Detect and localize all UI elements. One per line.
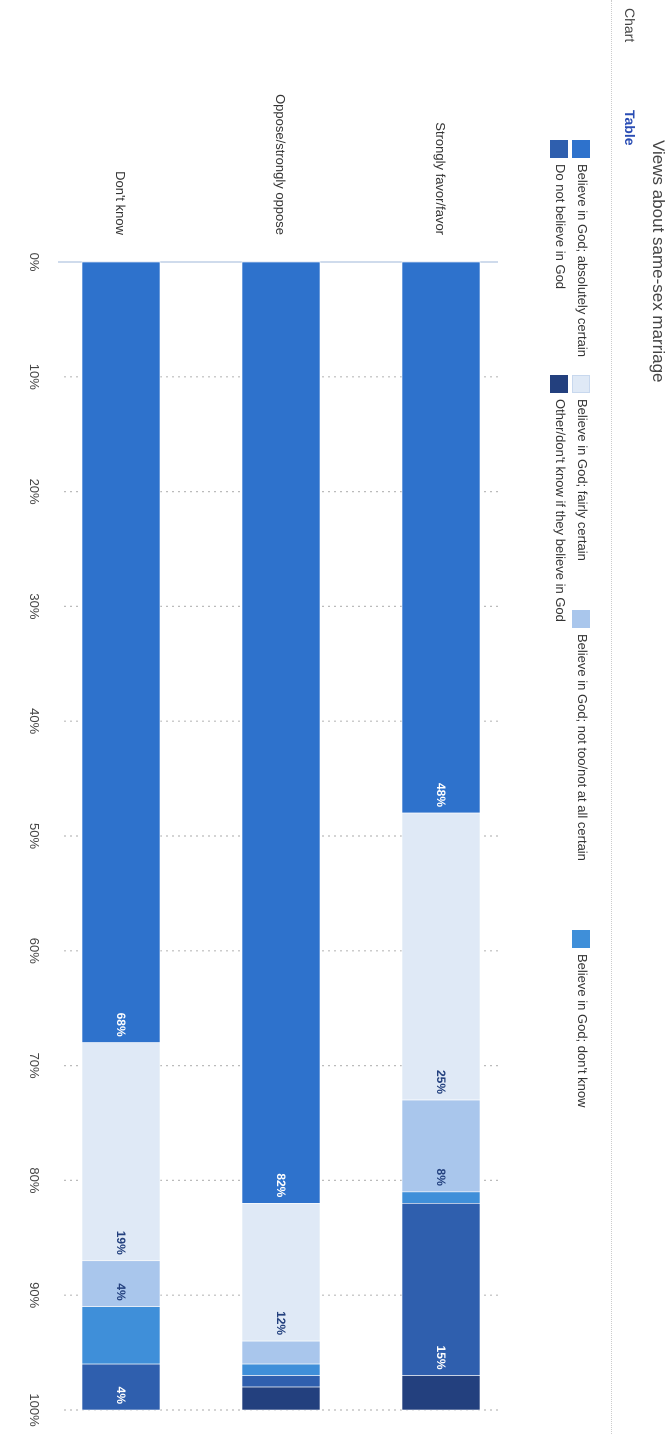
x-tick-label: 60% [27, 938, 42, 964]
data-label: 15% [434, 1346, 448, 1370]
category-label: Strongly favor/favor [433, 122, 448, 235]
x-tick-label: 90% [27, 1282, 42, 1308]
bar-segment [241, 261, 321, 1204]
data-label: 8% [434, 1169, 448, 1187]
bar-segment [81, 1042, 161, 1262]
x-tick-label: 50% [27, 823, 42, 849]
x-tick-label: 70% [27, 1053, 42, 1079]
bar-segment [241, 1375, 321, 1388]
data-label: 25% [434, 1070, 448, 1094]
bar-segment [81, 1363, 161, 1411]
bar-segment [401, 261, 481, 814]
x-tick-label: 100% [27, 1393, 42, 1427]
data-label: 4% [114, 1283, 128, 1301]
bar-segment [81, 261, 161, 1043]
data-label: 68% [114, 1013, 128, 1037]
category-label: Don't know [113, 171, 128, 236]
bar-segment [401, 812, 481, 1101]
x-tick-label: 0% [27, 253, 42, 272]
bar-segment [241, 1340, 321, 1365]
data-label: 4% [114, 1387, 128, 1405]
data-label: 19% [114, 1231, 128, 1255]
bar-segment [81, 1306, 161, 1365]
bar-segment [401, 1375, 481, 1411]
bar-segment [241, 1363, 321, 1376]
bar-segment [401, 1191, 481, 1204]
x-tick-label: 20% [27, 479, 42, 505]
data-label: 82% [274, 1173, 288, 1197]
x-tick-label: 30% [27, 593, 42, 619]
data-label: 12% [274, 1311, 288, 1335]
data-label: 48% [434, 783, 448, 807]
x-tick-label: 10% [27, 364, 42, 390]
bar-segment [241, 1386, 321, 1411]
x-tick-label: 80% [27, 1167, 42, 1193]
category-label: Oppose/strongly oppose [273, 94, 288, 235]
x-tick-label: 40% [27, 708, 42, 734]
